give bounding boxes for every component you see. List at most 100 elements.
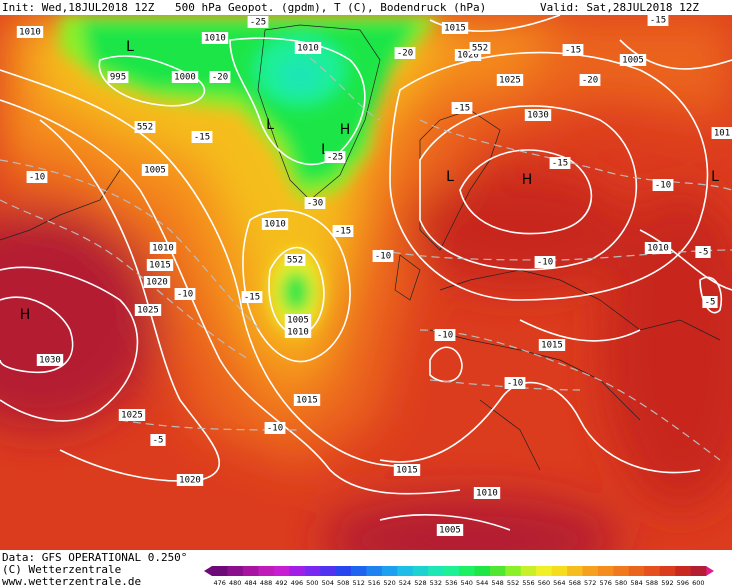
contour-label-box (562, 44, 584, 56)
contour-label: -25 (324, 151, 346, 163)
contour-label-text: -15 (552, 159, 568, 169)
contour-label-text: -15 (194, 133, 210, 143)
scale-label: 580 (615, 579, 627, 587)
contour-label-box (209, 71, 231, 83)
contour-label-box (264, 422, 286, 434)
contour-label-box (469, 42, 491, 54)
contour-label-box (538, 339, 566, 351)
contour-label-box (118, 409, 146, 421)
contour-label-text: 1005 (439, 526, 461, 536)
website: www.wetterzentrale.de (2, 575, 141, 587)
scale-label: 572 (584, 579, 596, 587)
scale-swatch (335, 566, 352, 576)
scale-swatch (459, 566, 475, 576)
contour-label-box (107, 71, 129, 83)
contour-label: 1010 (201, 32, 229, 44)
contour-label-text: -10 (29, 173, 45, 183)
scale-swatch (258, 566, 275, 576)
contour-label-box (394, 47, 416, 59)
contour-label-text: 1010 (647, 244, 669, 254)
contour-label: -10 (534, 256, 556, 268)
contour-label-text: -10 (507, 379, 523, 389)
contour-label: 1025 (134, 304, 162, 316)
contour-label: 1010 (16, 26, 44, 38)
scale-label: 480 (229, 579, 241, 587)
contour-label: -10 (372, 250, 394, 262)
contour-label-text: 1010 (297, 44, 319, 54)
contour-label: 1015 (393, 464, 421, 476)
pressure-center: H (340, 122, 351, 138)
scale-label: 528 (414, 579, 426, 587)
contour-label-box (149, 242, 177, 254)
scale-label: 544 (476, 579, 488, 587)
contour-label-text: -15 (335, 227, 351, 237)
contour-label: -5 (150, 434, 166, 446)
contour-label-text: 1010 (152, 244, 174, 254)
contour-label-box (647, 14, 669, 26)
contour-label-text: -20 (582, 76, 598, 86)
contour-label-box (16, 26, 44, 38)
scale-swatch (675, 566, 691, 576)
contour-label-text: 1010 (19, 28, 41, 38)
contour-label: 1015 (538, 339, 566, 351)
contour-label-text: -15 (244, 293, 260, 303)
scale-swatch (320, 566, 336, 576)
scale-swatch (505, 566, 522, 576)
contour-label-box (324, 151, 346, 163)
contour-label-text: -15 (454, 104, 470, 114)
scale-label: 508 (337, 579, 349, 587)
scale-swatch (474, 566, 491, 576)
data-source: Data: GFS OPERATIONAL 0.250° (2, 551, 187, 564)
scale-swatch (582, 566, 599, 576)
contour-label: 1005 (436, 524, 464, 536)
contour-label-box (441, 22, 469, 34)
contour-label-text: -25 (327, 153, 343, 163)
contour-label-text: -10 (375, 252, 391, 262)
contour-label-box (473, 487, 501, 499)
scale-high-arrow (706, 566, 714, 576)
contour-label-box (247, 16, 269, 28)
contour-label-text: 1025 (499, 76, 521, 86)
contour-label: 1005 (619, 54, 647, 66)
contour-label: 1010 (149, 242, 177, 254)
scale-label: 504 (322, 579, 334, 587)
scale-label: 540 (461, 579, 473, 587)
contour-label-box (293, 394, 321, 406)
scale-label: 484 (244, 579, 256, 587)
scale-swatch (366, 566, 383, 576)
contour-label-text: -10 (267, 424, 283, 434)
scale-label: 600 (692, 579, 704, 587)
contour-label: -15 (332, 225, 354, 237)
contour-label: -30 (304, 197, 326, 209)
scale-label: 588 (646, 579, 658, 587)
scale-swatch (381, 566, 398, 576)
contour-label-text: -10 (537, 258, 553, 268)
contour-label: 1010 (261, 218, 289, 230)
contour-label-box (171, 71, 199, 83)
scale-swatch (397, 566, 413, 576)
scale-label: 512 (352, 579, 364, 587)
contour-label-box (134, 304, 162, 316)
scale-swatch (597, 566, 614, 576)
contour-label-text: -15 (650, 16, 666, 26)
contour-label: 1005 (284, 314, 312, 326)
contour-label-text: 1010 (476, 489, 498, 499)
contour-label-box (711, 127, 732, 139)
contour-label: 1010 (294, 42, 322, 54)
scale-swatch (628, 566, 645, 576)
contour-label: -15 (549, 157, 571, 169)
pressure-center: L (126, 39, 134, 55)
contour-label-text: 1025 (137, 306, 159, 316)
contour-label: 1030 (524, 109, 552, 121)
contour-label-box (141, 164, 169, 176)
contour-label-box (332, 225, 354, 237)
contour-label: 1015 (146, 259, 174, 271)
contour-label-box (150, 434, 166, 446)
contour-label: -15 (241, 291, 263, 303)
contour-label: 1015 (293, 394, 321, 406)
contour-label-text: -5 (705, 298, 716, 308)
contour-label: -20 (579, 74, 601, 86)
scale-label: 592 (661, 579, 673, 587)
contour-label-text: 995 (110, 73, 126, 83)
